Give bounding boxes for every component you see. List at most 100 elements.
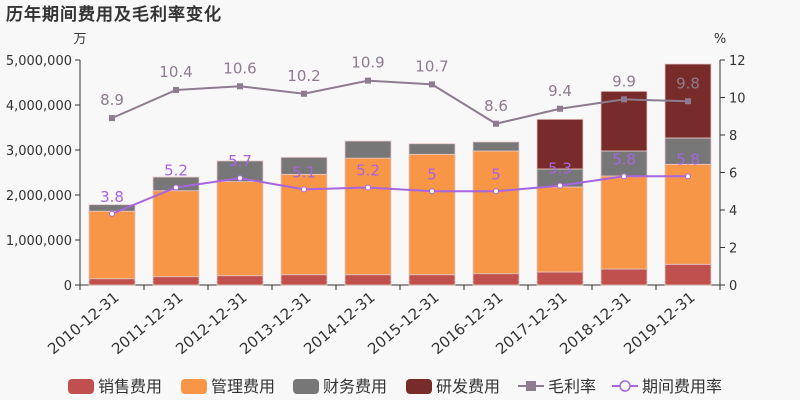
legend-swatch — [181, 379, 207, 394]
line-point — [429, 81, 435, 88]
legend-marker — [619, 380, 631, 392]
data-label: 8.6 — [484, 97, 508, 115]
line-point — [237, 175, 243, 182]
bar-segment — [600, 175, 648, 270]
legend-swatch — [406, 379, 432, 394]
line-point — [621, 96, 627, 103]
chart-title: 历年期间费用及毛利率变化 — [6, 4, 222, 25]
line-point — [109, 210, 115, 217]
bar-segment — [664, 263, 712, 286]
bar-segment — [600, 268, 648, 286]
line-series — [111, 175, 688, 215]
right-axis-unit: % — [714, 32, 726, 47]
bar-segment — [472, 273, 520, 286]
data-label: 5.7 — [228, 152, 252, 170]
line-point — [685, 98, 691, 105]
line-point — [557, 105, 563, 112]
bar-segment — [216, 160, 264, 183]
right-tick-label: 0 — [729, 279, 737, 294]
line-point — [493, 120, 499, 127]
bar-segment — [664, 163, 712, 265]
bar-segment — [344, 157, 392, 276]
bar-segment — [280, 274, 328, 286]
legend-label: 管理费用 — [211, 377, 275, 396]
line-point — [621, 173, 627, 180]
left-tick-label: 2,000,000 — [6, 189, 72, 204]
data-label: 5.2 — [356, 162, 380, 180]
bar-segment — [344, 274, 392, 286]
bar-segment — [280, 156, 328, 175]
legend: 销售费用 管理费用 财务费用 研发费用 毛利率 期间费用率 — [68, 377, 722, 396]
legend-label: 期间费用率 — [642, 377, 722, 396]
bar-segment — [152, 190, 200, 278]
bar-segment — [536, 186, 584, 273]
bar-segment — [152, 276, 200, 286]
data-label: 5.8 — [676, 150, 700, 168]
right-tick-label: 2 — [729, 242, 737, 257]
right-tick-label: 6 — [729, 167, 737, 182]
line-point — [301, 186, 307, 193]
line-point — [685, 173, 691, 180]
right-tick-label: 10 — [729, 92, 746, 107]
left-tick-label: 5,000,000 — [6, 54, 72, 69]
left-tick-label: 1,000,000 — [6, 234, 72, 249]
data-label: 10.2 — [287, 67, 320, 85]
data-label: 9.8 — [676, 74, 700, 92]
line-point — [493, 188, 499, 195]
data-label: 5.8 — [612, 150, 636, 168]
data-label: 10.7 — [415, 57, 448, 75]
right-tick-label: 4 — [729, 204, 737, 219]
data-label: 5.2 — [164, 162, 188, 180]
bar-segment — [216, 275, 264, 286]
bar-segment — [472, 150, 520, 275]
x-tick-label: 2019-12-31 — [620, 288, 698, 358]
legend-label: 财务费用 — [323, 377, 387, 396]
legend-label: 毛利率 — [548, 377, 596, 396]
bar-segment — [88, 210, 136, 280]
legend-marker — [526, 381, 536, 391]
data-label: 8.9 — [100, 91, 124, 109]
data-label: 9.9 — [612, 72, 636, 90]
legend-label: 销售费用 — [98, 377, 162, 396]
data-label: 5.1 — [292, 163, 316, 181]
left-tick-label: 4,000,000 — [6, 99, 72, 114]
lines: 8.9 10.4 10.6 10.2 10.9 10.7 8.6 9.4 9.9 9.8 3.8 5.… — [100, 54, 700, 217]
right-tick-label: 8 — [729, 129, 737, 144]
line-point — [301, 90, 307, 97]
line-series — [111, 79, 689, 125]
line-point — [365, 77, 371, 84]
bar-segment — [408, 143, 456, 155]
left-tick-label: 3,000,000 — [6, 144, 72, 159]
bar-segment — [216, 181, 264, 277]
data-label: 3.8 — [100, 188, 124, 206]
data-label: 5 — [491, 165, 501, 183]
bar-segment — [344, 140, 392, 159]
line-point — [109, 115, 115, 122]
bar-segment — [88, 278, 136, 286]
line-point — [173, 87, 179, 93]
data-label: 10.6 — [223, 59, 256, 77]
bar-segment — [536, 271, 584, 286]
bar-segment — [408, 153, 456, 276]
line-point — [173, 184, 179, 191]
bar-segment — [536, 118, 584, 170]
bar-segment — [472, 141, 520, 152]
legend-swatch — [68, 379, 94, 394]
line-point — [557, 182, 563, 189]
line-point — [237, 83, 243, 90]
left-axis-unit: 万 — [73, 32, 86, 47]
bar-segment — [600, 150, 648, 177]
left-tick-label: 0 — [64, 279, 72, 294]
data-label: 10.9 — [351, 54, 384, 72]
data-label: 9.4 — [548, 82, 572, 100]
bar-segment — [664, 137, 712, 165]
legend-label: 研发费用 — [436, 377, 500, 396]
data-label: 5 — [427, 165, 437, 183]
bar-segment — [408, 274, 456, 286]
legend-swatch — [293, 379, 319, 394]
bars — [88, 63, 712, 286]
data-label: 5.3 — [548, 160, 572, 178]
data-label: 10.4 — [159, 63, 192, 81]
line-point — [365, 184, 371, 191]
